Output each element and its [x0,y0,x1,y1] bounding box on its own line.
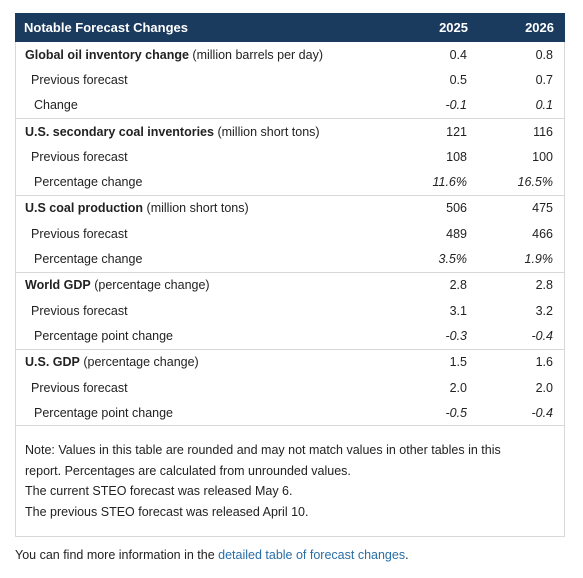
previous-forecast-label: Previous forecast [31,303,128,318]
previous-forecast-label: Previous forecast [31,226,128,241]
metric-name: U.S. secondary coal inventories [25,124,214,139]
value-2026: 1.9% [524,252,554,267]
value-2025: 3.1 [449,303,467,318]
metric-name: World GDP [25,278,91,293]
metric-row: Global oil inventory change (million bar… [16,42,564,67]
value-2026: -0.4 [531,405,553,420]
previous-forecast-row: Previous forecast 489 466 [16,221,564,246]
metric-name: U.S. GDP [25,355,80,370]
forecast-changes-table-container: Notable Forecast Changes 2025 2026 Globa… [15,13,565,538]
metric-row: U.S. secondary coal inventories (million… [16,117,564,144]
value-2025: -0.1 [445,98,467,113]
metric-unit: (percentage change) [94,278,210,293]
value-2025: 121 [446,124,467,139]
metric-label: U.S coal production (million short tons) [16,201,377,215]
value-2025: 11.6% [432,175,467,190]
change-label: Percentage change [34,175,143,190]
value-2026: -0.4 [531,328,553,343]
column-header-2026: 2026 [525,20,554,35]
more-info-text: You can find more information in the det… [15,548,409,562]
metric-label: U.S. GDP (percentage change) [16,355,377,369]
more-info-suffix: . [405,548,409,562]
change-label: Percentage change [34,252,143,267]
change-label: Change [34,98,78,113]
value-2026: 466 [532,226,553,241]
metric-row: U.S coal production (million short tons)… [16,194,564,221]
table-title: Notable Forecast Changes [24,20,188,35]
previous-forecast-row: Previous forecast 3.1 3.2 [16,298,564,323]
column-header-2025: 2025 [439,20,468,35]
change-row: Percentage change 3.5% 1.9% [16,246,564,271]
value-2026: 0.8 [535,47,553,62]
value-2025: 489 [446,226,467,241]
metric-label: Global oil inventory change (million bar… [16,48,377,62]
change-row: Percentage point change -0.3 -0.4 [16,323,564,348]
previous-forecast-row: Previous forecast 2.0 2.0 [16,375,564,400]
change-row: Percentage change 11.6% 16.5% [16,169,564,194]
change-row: Change -0.1 0.1 [16,93,564,118]
value-2025: 3.5% [438,252,468,267]
value-2026: 0.7 [535,72,553,87]
value-2025: 2.8 [449,278,467,293]
value-2025: 506 [446,201,467,216]
previous-forecast-label: Previous forecast [31,149,128,164]
metric-unit: (million short tons) [217,124,320,139]
previous-forecast-label: Previous forecast [31,72,128,87]
metric-label: U.S. secondary coal inventories (million… [16,125,377,139]
note-line: The current STEO forecast was released M… [25,484,293,499]
value-2026: 2.8 [535,278,553,293]
value-2025: 0.5 [449,72,467,87]
metric-unit: (percentage change) [83,355,199,370]
value-2026: 3.2 [535,303,553,318]
value-2026: 1.6 [535,355,553,370]
previous-forecast-label: Previous forecast [31,380,128,395]
value-2026: 116 [533,124,553,139]
value-2026: 0.1 [535,98,553,113]
change-label: Percentage point change [34,405,173,420]
note-line: report. Percentages are calculated from … [25,463,351,478]
value-2025: -0.3 [445,328,467,343]
value-2025: 1.5 [449,355,467,370]
metric-unit: (million short tons) [146,201,249,216]
metric-label: World GDP (percentage change) [16,278,377,292]
value-2026: 2.0 [535,380,553,395]
previous-forecast-row: Previous forecast 108 100 [16,144,564,169]
metric-row: U.S. GDP (percentage change) 1.5 1.6 [16,348,564,375]
table-rows: Global oil inventory change (million bar… [16,42,564,425]
metric-name: U.S coal production [25,201,144,216]
value-2025: 108 [446,149,467,164]
table-body: Global oil inventory change (million bar… [15,42,565,538]
value-2025: -0.5 [445,405,467,420]
detailed-table-link[interactable]: detailed table of forecast changes [218,548,406,562]
more-info-prefix: You can find more information in the [15,548,219,562]
value-2025: 0.4 [449,47,467,62]
change-label: Percentage point change [34,328,173,343]
metric-name: Global oil inventory change [25,47,189,62]
metric-row: World GDP (percentage change) 2.8 2.8 [16,271,564,298]
previous-forecast-row: Previous forecast 0.5 0.7 [16,67,564,92]
table-note: Note: Values in this table are rounded a… [16,425,564,536]
change-row: Percentage point change -0.5 -0.4 [16,400,564,425]
value-2026: 475 [532,201,553,216]
metric-unit: (million barrels per day) [192,47,324,62]
value-2026: 16.5% [517,175,553,190]
note-line: The previous STEO forecast was released … [25,504,309,519]
table-header: Notable Forecast Changes 2025 2026 [15,13,565,42]
value-2026: 100 [532,149,553,164]
value-2025: 2.0 [449,380,467,395]
note-line: Note: Values in this table are rounded a… [25,443,501,458]
